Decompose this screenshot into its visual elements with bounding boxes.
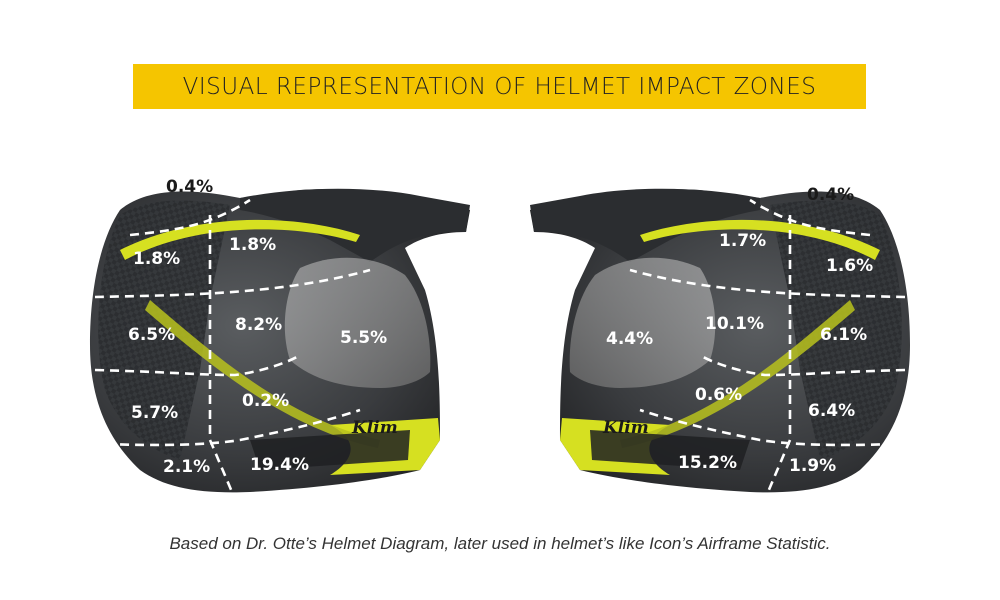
left-helmet-chin-vent xyxy=(250,430,410,470)
source-caption: Based on Dr. Otte’s Helmet Diagram, late… xyxy=(169,534,831,553)
right-helmet-labels: 0.4% 1.7% 1.6% 4.4% 10.1% 6.1% 0.6% 6.4%… xyxy=(606,185,873,476)
left-zone-rear-base-label: 2.1% xyxy=(163,457,210,477)
right-helmet-brand: Klim xyxy=(602,418,649,438)
left-helmet-visor xyxy=(284,257,431,388)
left-helmet: Klim xyxy=(90,188,470,493)
left-zone-side-upper-label: 8.2% xyxy=(235,315,282,335)
left-zone-rear-top-label: 1.8% xyxy=(133,249,180,269)
right-zone-side-upper-label: 10.1% xyxy=(705,314,764,334)
left-zone-rear-upper-label: 6.5% xyxy=(128,325,175,345)
right-zone-rear-top-label: 1.6% xyxy=(826,256,873,276)
right-helmet-visor xyxy=(569,257,716,388)
left-zone-rear-lower-label: 5.7% xyxy=(131,403,178,423)
right-zone-visor-label: 4.4% xyxy=(606,329,653,349)
left-zone-front-top-label: 1.8% xyxy=(229,235,276,255)
right-helmet-chin-vent xyxy=(590,430,750,470)
right-helmet-carbon-rear xyxy=(770,200,902,460)
left-helmet-accent-stripe xyxy=(120,219,360,260)
title-banner: VISUAL REPRESENTATION OF HELMET IMPACT Z… xyxy=(133,64,866,109)
right-zone-rear-lower-label: 6.4% xyxy=(808,401,855,421)
right-zone-chin-label: 15.2% xyxy=(678,453,737,473)
right-zone-rear-upper-label: 6.1% xyxy=(820,325,867,345)
right-zone-rear-base-label: 1.9% xyxy=(789,456,836,476)
right-zone-front-top-label: 1.7% xyxy=(719,231,766,251)
left-helmet-brand: Klim xyxy=(351,418,398,438)
left-zone-side-lower-label: 0.2% xyxy=(242,391,289,411)
right-helmet-zone-lines xyxy=(629,198,906,493)
left-helmet-peak xyxy=(240,188,470,262)
page-title: VISUAL REPRESENTATION OF HELMET IMPACT Z… xyxy=(182,73,817,100)
left-zone-visor-label: 5.5% xyxy=(340,328,387,348)
right-zone-side-lower-label: 0.6% xyxy=(695,385,742,405)
left-zone-crown-label: 0.4% xyxy=(166,177,213,197)
left-zone-chin-label: 19.4% xyxy=(250,455,309,475)
left-helmet-carbon-rear xyxy=(98,200,231,460)
left-helmet-zone-lines xyxy=(94,198,371,493)
right-helmet-peak xyxy=(530,188,760,262)
right-zone-crown-label: 0.4% xyxy=(807,185,854,205)
right-helmet: Klim xyxy=(530,188,910,493)
right-helmet-accent-stripe xyxy=(640,219,880,260)
left-helmet-labels: 0.4% 1.8% 1.8% 6.5% 8.2% 5.5% 5.7% 0.2% … xyxy=(128,177,387,477)
